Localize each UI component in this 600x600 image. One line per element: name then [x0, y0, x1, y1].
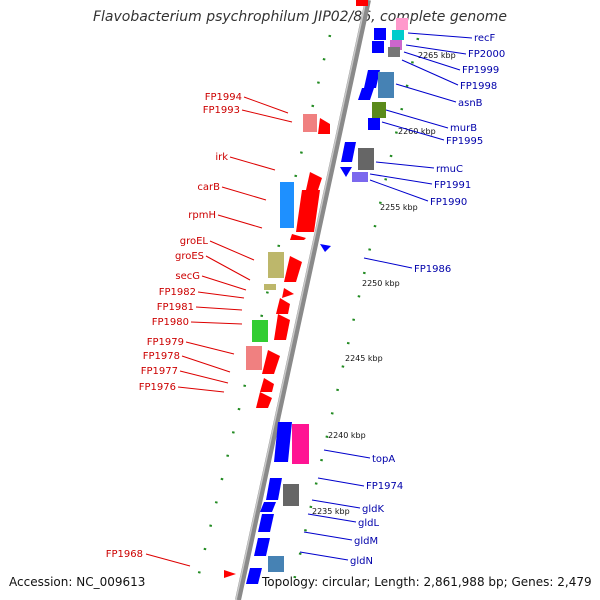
gene-arrow[interactable]: [276, 298, 290, 314]
feature-block[interactable]: [374, 28, 386, 40]
gene-label[interactable]: FP1999: [462, 65, 499, 76]
gene-arrow[interactable]: [358, 88, 374, 100]
gene-label[interactable]: rpmH: [188, 210, 216, 221]
gene-label[interactable]: murB: [450, 123, 477, 134]
genome-backbone: [235, 0, 371, 600]
gene-block[interactable]: [252, 320, 268, 342]
gene-arrow[interactable]: [262, 350, 280, 374]
gene-arrow[interactable]: [274, 314, 290, 340]
tick-label: 2255 kbp: [380, 203, 418, 212]
tick-label: 2260 kbp: [398, 127, 436, 136]
right-gene-labels: recF FP2000 FP1999 FP1998 asnB murB FP19…: [350, 33, 505, 567]
gene-arrow[interactable]: [306, 172, 322, 190]
left-label-leaders: [145, 96, 293, 567]
feature-block[interactable]: [392, 30, 404, 40]
gene-label[interactable]: FP1968: [106, 549, 143, 560]
gene-block[interactable]: [368, 118, 380, 130]
feature-block[interactable]: [356, 0, 368, 6]
gene-arrow[interactable]: [296, 190, 320, 232]
tick-label: 2265 kbp: [418, 51, 456, 60]
gene-arrow[interactable]: [274, 422, 292, 462]
gene-label[interactable]: FP1976: [139, 382, 176, 393]
gene-label[interactable]: rmuC: [436, 164, 463, 175]
genome-backbone-highlight: [235, 0, 367, 600]
gene-label[interactable]: asnB: [458, 98, 483, 109]
gene-block[interactable]: [292, 424, 309, 464]
gene-label[interactable]: FP1979: [147, 337, 184, 348]
gene-label[interactable]: irk: [215, 152, 228, 163]
feature-block[interactable]: [396, 18, 408, 30]
feature-block[interactable]: [390, 40, 402, 50]
gene-label[interactable]: FP1981: [157, 302, 194, 313]
right-label-leaders: [299, 32, 473, 561]
tick-label: 2245 kbp: [345, 354, 383, 363]
gene-label[interactable]: groES: [175, 251, 204, 262]
gene-block[interactable]: [246, 346, 262, 370]
accession-text: Accession: NC_009613: [9, 575, 146, 589]
gene-block[interactable]: [280, 182, 294, 228]
forward-strand-genes[interactable]: [224, 114, 330, 578]
gene-label[interactable]: FP1991: [434, 180, 471, 191]
gene-label[interactable]: gldK: [362, 504, 384, 515]
feature-block[interactable]: [372, 41, 384, 53]
gene-label[interactable]: FP1974: [366, 481, 403, 492]
gene-label[interactable]: gldN: [350, 556, 373, 567]
gene-label[interactable]: FP1980: [152, 317, 189, 328]
gene-label[interactable]: FP1994: [205, 92, 242, 103]
gene-label[interactable]: FP1995: [446, 136, 483, 147]
tick-label: 2250 kbp: [362, 279, 400, 288]
gene-label[interactable]: gldL: [358, 518, 379, 529]
tick-label: 2240 kbp: [328, 431, 366, 440]
gene-block[interactable]: [283, 484, 299, 506]
gene-block[interactable]: [268, 252, 284, 278]
left-gene-labels: FP1994 FP1993 irk carB rpmH groEL groES …: [106, 92, 242, 560]
reverse-strand-genes[interactable]: [246, 70, 394, 584]
gene-arrow[interactable]: [266, 478, 282, 500]
feature-block[interactable]: [388, 47, 400, 57]
gene-arrow[interactable]: [258, 514, 274, 532]
gene-block[interactable]: [372, 102, 386, 118]
gene-arrow[interactable]: [254, 538, 270, 556]
gene-arrow[interactable]: [282, 288, 294, 298]
gene-label[interactable]: carB: [197, 182, 220, 193]
gene-block[interactable]: [352, 172, 368, 182]
gene-label[interactable]: FP1990: [430, 197, 467, 208]
gene-block[interactable]: [264, 284, 276, 290]
gene-arrow[interactable]: [341, 142, 356, 162]
gene-label[interactable]: FP1986: [414, 264, 451, 275]
gene-arrow[interactable]: [224, 570, 236, 578]
gene-arrow[interactable]: [340, 167, 352, 177]
gene-label[interactable]: FP2000: [468, 49, 505, 60]
gene-arrow[interactable]: [260, 378, 274, 392]
gene-block[interactable]: [268, 556, 284, 572]
gene-label[interactable]: topA: [372, 454, 395, 465]
gene-label[interactable]: FP1977: [141, 366, 178, 377]
gene-arrow[interactable]: [318, 118, 330, 134]
gene-arrow[interactable]: [290, 234, 306, 240]
gene-label[interactable]: FP1993: [203, 105, 240, 116]
gene-label[interactable]: secG: [175, 271, 200, 282]
gene-block[interactable]: [358, 148, 374, 170]
gene-arrow[interactable]: [246, 568, 262, 584]
gene-arrow[interactable]: [284, 256, 302, 282]
scale-ticks: 2265 kbp 2260 kbp 2255 kbp 2250 kbp 2245…: [312, 51, 456, 516]
gene-arrow[interactable]: [320, 244, 331, 252]
gene-label[interactable]: groEL: [180, 236, 209, 247]
gene-label[interactable]: FP1998: [460, 81, 497, 92]
tick-label: 2235 kbp: [312, 507, 350, 516]
top-features[interactable]: [356, 0, 408, 57]
gene-label[interactable]: recF: [474, 33, 496, 44]
gene-block[interactable]: [378, 72, 394, 98]
gene-label[interactable]: gldM: [354, 536, 378, 547]
genome-summary-text: Topology: circular; Length: 2,861,988 bp…: [262, 575, 592, 589]
gene-arrow[interactable]: [364, 70, 380, 88]
gene-arrow[interactable]: [260, 502, 276, 512]
gene-label[interactable]: FP1978: [143, 351, 180, 362]
gene-label[interactable]: FP1982: [159, 287, 196, 298]
gene-arrow[interactable]: [256, 392, 272, 408]
gene-block[interactable]: [303, 114, 317, 132]
